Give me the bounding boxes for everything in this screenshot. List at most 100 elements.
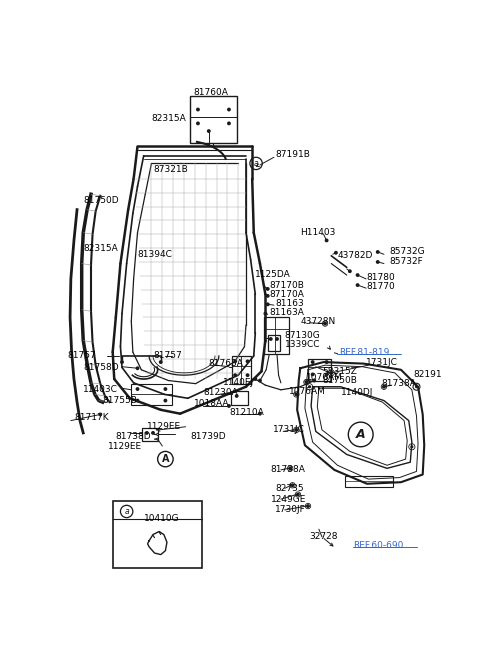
- Circle shape: [324, 373, 328, 377]
- Text: 1018AA: 1018AA: [194, 399, 229, 408]
- Text: 1125DA: 1125DA: [255, 270, 291, 279]
- Circle shape: [246, 359, 250, 363]
- Circle shape: [253, 377, 257, 381]
- Circle shape: [324, 360, 328, 364]
- Text: 81750D: 81750D: [83, 196, 119, 205]
- Bar: [132, 384, 172, 405]
- Text: 81210A: 81210A: [229, 409, 264, 417]
- Circle shape: [233, 373, 237, 377]
- Text: 1140EJ: 1140EJ: [223, 379, 254, 388]
- Text: a: a: [254, 159, 258, 168]
- Text: 81163A: 81163A: [269, 308, 304, 318]
- Text: 81738D: 81738D: [116, 432, 151, 440]
- Circle shape: [266, 287, 270, 291]
- Text: 43728N: 43728N: [300, 317, 336, 326]
- Circle shape: [159, 360, 163, 364]
- Text: 81230A: 81230A: [204, 388, 238, 398]
- Circle shape: [312, 379, 316, 382]
- Circle shape: [290, 483, 294, 487]
- Text: 85732G: 85732G: [389, 247, 425, 256]
- Text: 81760A: 81760A: [194, 88, 228, 97]
- Circle shape: [334, 251, 338, 255]
- Circle shape: [120, 360, 124, 364]
- Circle shape: [207, 129, 211, 133]
- Text: 1339CC: 1339CC: [285, 340, 320, 349]
- Bar: [190, 96, 237, 144]
- Text: 81755B: 81755B: [103, 396, 137, 405]
- Text: A: A: [356, 428, 365, 441]
- Text: a: a: [124, 507, 129, 516]
- Circle shape: [235, 394, 239, 398]
- Circle shape: [294, 428, 298, 432]
- Circle shape: [98, 413, 102, 417]
- Circle shape: [135, 387, 139, 391]
- Text: REF.81-819: REF.81-819: [339, 348, 389, 358]
- Circle shape: [227, 108, 231, 112]
- Text: 1129EE: 1129EE: [147, 422, 181, 431]
- Circle shape: [304, 380, 308, 384]
- Bar: [264, 318, 288, 354]
- Text: 81717K: 81717K: [74, 413, 108, 422]
- Bar: [230, 392, 248, 405]
- Circle shape: [311, 360, 314, 364]
- Circle shape: [258, 412, 262, 416]
- Text: H11403: H11403: [300, 228, 336, 237]
- Circle shape: [324, 239, 328, 242]
- Circle shape: [164, 399, 168, 403]
- Circle shape: [329, 371, 333, 375]
- Text: 81780: 81780: [366, 273, 395, 282]
- Text: 32728: 32728: [310, 531, 338, 541]
- Circle shape: [308, 385, 311, 388]
- Text: 81163: 81163: [276, 299, 304, 308]
- Text: 1140DJ: 1140DJ: [341, 388, 374, 398]
- Text: 1730JF: 1730JF: [276, 505, 306, 514]
- Text: 81750B: 81750B: [322, 376, 357, 385]
- Text: 87170B: 87170B: [269, 281, 304, 289]
- Circle shape: [294, 392, 298, 396]
- Text: 1731JC: 1731JC: [366, 358, 398, 367]
- Circle shape: [135, 399, 139, 403]
- Circle shape: [306, 504, 310, 508]
- Text: 82735: 82735: [276, 484, 304, 493]
- Text: 81758D: 81758D: [83, 363, 119, 372]
- Circle shape: [348, 270, 352, 273]
- Circle shape: [151, 431, 155, 435]
- Circle shape: [275, 337, 279, 341]
- Text: 43782D: 43782D: [337, 251, 373, 260]
- Circle shape: [382, 385, 386, 388]
- Bar: [232, 356, 251, 384]
- Text: 11403C: 11403C: [83, 385, 118, 394]
- Text: REF.60-690: REF.60-690: [353, 541, 403, 550]
- Circle shape: [376, 260, 380, 264]
- Text: 81738A: 81738A: [382, 379, 417, 388]
- Circle shape: [135, 366, 139, 370]
- Text: 87130G: 87130G: [285, 331, 321, 340]
- Circle shape: [296, 493, 300, 497]
- Text: 82191: 82191: [413, 370, 442, 379]
- Text: 81757: 81757: [68, 352, 96, 360]
- Text: 58315Z: 58315Z: [322, 367, 357, 376]
- Circle shape: [196, 108, 200, 112]
- Circle shape: [415, 385, 418, 388]
- Text: 81770: 81770: [366, 282, 395, 291]
- Circle shape: [311, 373, 314, 377]
- Circle shape: [264, 312, 267, 316]
- Text: 1076AM: 1076AM: [288, 387, 325, 396]
- Bar: [268, 335, 280, 350]
- Circle shape: [266, 294, 270, 298]
- Circle shape: [233, 359, 237, 363]
- Text: 81757: 81757: [153, 352, 182, 360]
- Text: 1249GE: 1249GE: [271, 495, 306, 504]
- Text: 1731JC: 1731JC: [273, 425, 305, 434]
- Text: 10410G: 10410G: [144, 514, 180, 523]
- Circle shape: [266, 302, 270, 306]
- Text: 87170A: 87170A: [269, 290, 304, 299]
- Circle shape: [356, 283, 360, 287]
- Text: 81738A: 81738A: [271, 464, 306, 474]
- Text: 81763A: 81763A: [209, 359, 244, 368]
- Circle shape: [164, 387, 168, 391]
- Text: 82315A: 82315A: [83, 243, 118, 253]
- Circle shape: [196, 121, 200, 125]
- Text: 1129EE: 1129EE: [108, 441, 142, 451]
- Circle shape: [376, 250, 380, 254]
